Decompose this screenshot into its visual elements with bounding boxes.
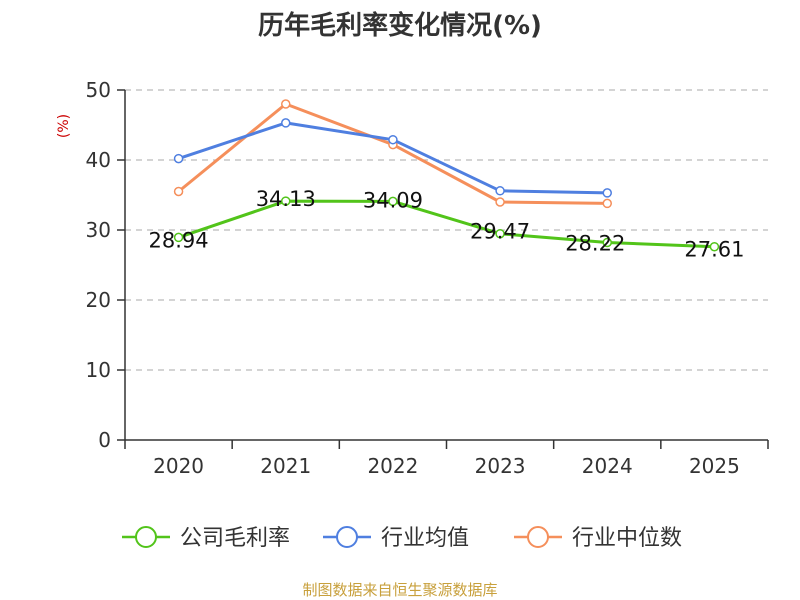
legend-label: 公司毛利率: [180, 526, 290, 551]
data-label: 34.09: [363, 188, 423, 212]
source-note: 制图数据来自恒生聚源数据库: [302, 581, 497, 599]
y-tick-label: 20: [86, 288, 111, 312]
data-point: [173, 153, 184, 164]
series-line: [178, 199, 715, 249]
x-tick-label: 2020: [153, 454, 204, 478]
y-tick-label: 0: [98, 428, 111, 452]
series-layer: [173, 99, 720, 252]
data-point: [173, 232, 184, 243]
data-point: [281, 118, 291, 128]
data-point: [173, 186, 184, 197]
y-tick-label: 50: [86, 78, 111, 102]
y-tick-label: 10: [86, 358, 111, 382]
grid-lines: [125, 89, 768, 371]
data-point: [709, 241, 720, 252]
legend-item-2[interactable]: 行业均值: [323, 526, 469, 551]
y-tick-label: 30: [86, 218, 111, 242]
legend-label: 行业中位数: [572, 526, 682, 551]
data-point: [281, 99, 291, 109]
data-point: [602, 198, 612, 209]
legend-label: 行业均值: [381, 526, 469, 551]
x-tick-label: 2025: [689, 454, 740, 478]
legend-item-1[interactable]: 公司毛利率: [122, 526, 290, 551]
legend-marker: [336, 526, 358, 548]
data-labels: 28.94 34.13 34.09 29.47 28.22 27.61: [149, 187, 745, 262]
data-point: [388, 134, 398, 145]
legend-item-3[interactable]: 行业中位数: [514, 526, 682, 551]
data-point: [602, 237, 612, 248]
series-2: [173, 118, 612, 198]
data-point: [495, 186, 505, 196]
legend-marker: [135, 526, 157, 548]
y-tick-label: 40: [86, 148, 111, 172]
data-label: 27.61: [684, 238, 744, 262]
series-line: [178, 121, 608, 195]
x-tick-label: 2024: [582, 454, 633, 478]
chart-title: 历年毛利率变化情况(%): [258, 10, 542, 41]
data-label: 28.94: [149, 228, 209, 252]
data-label: 29.47: [470, 220, 530, 244]
data-label: 34.13: [256, 187, 316, 211]
data-point: [281, 196, 291, 206]
data-point: [495, 197, 505, 207]
x-tick-label: 2021: [260, 454, 311, 478]
x-tick-label: 2022: [367, 454, 418, 478]
axes: 0 10 20 30 40 50 2020 2021 2022 2023 2024 2025: [86, 78, 769, 478]
x-tick-label: 2023: [475, 454, 526, 478]
series-1: [173, 196, 720, 252]
data-point: [602, 188, 612, 198]
y-axis-unit: (%): [56, 114, 72, 138]
data-point: [495, 228, 505, 239]
data-point: [388, 196, 398, 207]
data-label: 28.22: [565, 231, 625, 255]
legend[interactable]: 公司毛利率 行业均值 行业中位数: [122, 526, 682, 551]
legend-marker: [527, 526, 549, 548]
